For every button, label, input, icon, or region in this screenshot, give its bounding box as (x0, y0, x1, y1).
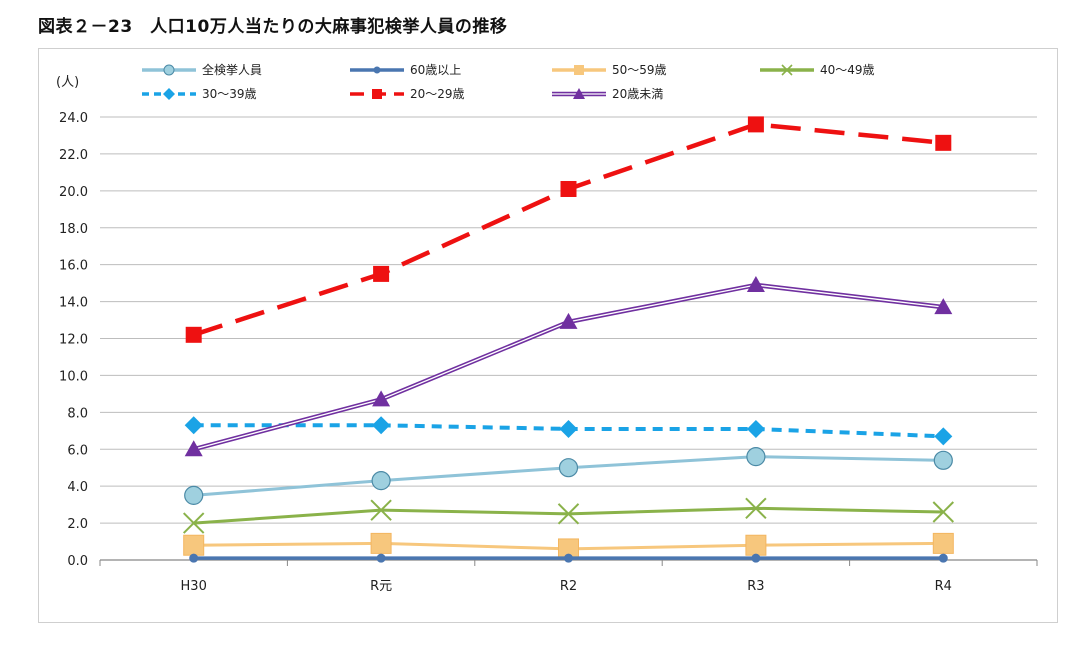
data-point (933, 450, 953, 470)
legend-marker (372, 89, 382, 99)
data-point (185, 326, 202, 343)
y-tick-label: 6.0 (67, 443, 88, 458)
y-tick-label: 20.0 (59, 185, 88, 200)
series-line (193, 506, 944, 525)
data-point (558, 458, 579, 478)
data-point (934, 298, 953, 315)
data-point (370, 499, 392, 521)
data-point (182, 512, 205, 534)
data-point (932, 501, 955, 523)
y-tick-label: 8.0 (67, 406, 88, 421)
data-point (189, 553, 199, 563)
legend-marker (573, 88, 585, 99)
data-point (376, 553, 386, 563)
y-tick-label: 22.0 (59, 148, 88, 163)
data-point (184, 440, 203, 457)
legend-marker (373, 66, 381, 74)
data-point (745, 534, 767, 556)
data-point (559, 419, 578, 438)
y-tick-label: 0.0 (67, 554, 88, 569)
data-point (559, 312, 578, 329)
y-tick-label: 10.0 (59, 369, 88, 384)
legend-label: 20歳未満 (612, 87, 663, 101)
legend-label: 60歳以上 (410, 63, 461, 77)
chart-frame (38, 48, 1058, 623)
x-tick-label: R元 (370, 579, 392, 594)
x-tick-label: R4 (935, 579, 952, 594)
data-point (373, 265, 390, 282)
data-point (564, 553, 573, 563)
y-tick-label: 2.0 (67, 517, 88, 532)
legend-marker (574, 65, 584, 75)
y-tick-label: 12.0 (59, 333, 88, 348)
legend-label: 30～39歳 (202, 87, 257, 101)
data-point (184, 416, 203, 435)
data-point (751, 553, 761, 563)
data-point (934, 427, 953, 446)
data-point (183, 534, 205, 556)
legend-marker (163, 64, 175, 76)
y-tick-label: 4.0 (67, 480, 88, 495)
data-point (935, 134, 952, 151)
x-tick-label: H30 (181, 579, 207, 594)
data-point (747, 116, 764, 133)
data-point (746, 419, 765, 438)
y-tick-label: 14.0 (59, 296, 88, 311)
legend-label: 全検挙人員 (202, 62, 262, 77)
data-point (746, 447, 766, 467)
data-point (938, 553, 948, 563)
y-axis-label: (人) (56, 75, 79, 90)
x-tick-label: R3 (747, 579, 764, 594)
y-tick-label: 24.0 (59, 111, 88, 126)
series-line (193, 122, 944, 337)
data-point (932, 532, 954, 554)
data-point (746, 275, 765, 292)
legend-label: 40～49歳 (820, 63, 875, 77)
data-point (372, 416, 391, 435)
data-point (557, 503, 580, 525)
y-tick-label: 18.0 (59, 222, 88, 237)
legend-label: 20～29歳 (410, 87, 465, 101)
legend-label: 50～59歳 (612, 63, 667, 77)
legend-marker (163, 88, 175, 100)
data-point (370, 532, 392, 554)
data-point (371, 471, 391, 491)
data-point (560, 180, 577, 197)
y-tick-label: 16.0 (59, 259, 88, 274)
data-point (372, 390, 391, 407)
legend-marker (781, 64, 793, 76)
data-point (745, 497, 767, 520)
x-tick-label: R2 (560, 579, 577, 594)
data-point (184, 485, 204, 505)
figure-title: 図表２－23 人口10万人当たりの大麻事犯検挙人員の推移 (38, 17, 508, 37)
